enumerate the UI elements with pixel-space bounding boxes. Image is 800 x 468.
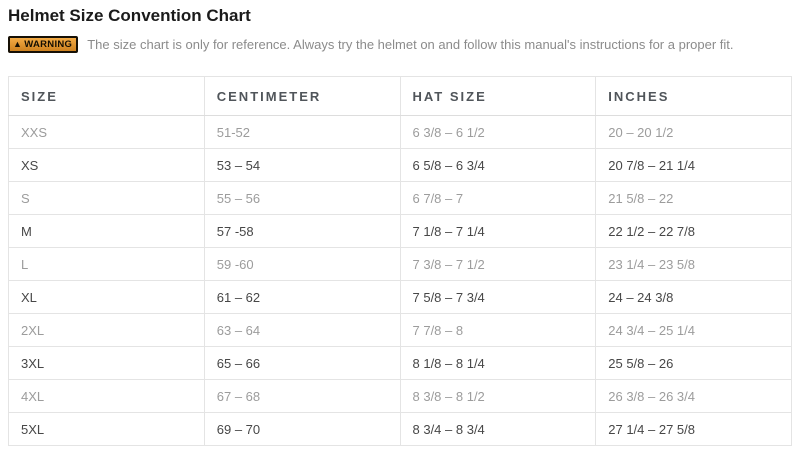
cell-inches: 24 3/4 – 25 1/4 [595, 313, 792, 347]
cell-inches: 20 – 20 1/2 [595, 115, 792, 149]
cell-inches: 27 1/4 – 27 5/8 [595, 412, 792, 446]
warning-triangle-icon: ▲ [13, 39, 23, 49]
size-table-body: XXS 51-52 6 3/8 – 6 1/2 20 – 20 1/2 XS 5… [8, 115, 792, 446]
table-row: 3XL 65 – 66 8 1/8 – 8 1/4 25 5/8 – 26 [8, 346, 792, 380]
table-row: 2XL 63 – 64 7 7/8 – 8 24 3/4 – 25 1/4 [8, 313, 792, 347]
cell-size: M [8, 214, 205, 248]
cell-hat-size: 8 1/8 – 8 1/4 [399, 346, 597, 380]
col-header-hat-size: HAT SIZE [399, 76, 597, 116]
warning-badge: ▲ WARNING [8, 36, 79, 53]
col-header-size: SIZE [8, 76, 205, 116]
cell-centimeter: 57 -58 [203, 214, 401, 248]
cell-centimeter: 65 – 66 [203, 346, 401, 380]
cell-inches: 26 3/8 – 26 3/4 [595, 379, 792, 413]
cell-inches: 23 1/4 – 23 5/8 [595, 247, 792, 281]
cell-hat-size: 7 1/8 – 7 1/4 [399, 214, 597, 248]
cell-hat-size: 6 3/8 – 6 1/2 [399, 115, 597, 149]
cell-hat-size: 8 3/4 – 8 3/4 [399, 412, 597, 446]
col-header-inches: INCHES [595, 76, 792, 116]
cell-inches: 25 5/8 – 26 [595, 346, 792, 380]
cell-hat-size: 8 3/8 – 8 1/2 [399, 379, 597, 413]
cell-centimeter: 51-52 [203, 115, 401, 149]
cell-size: L [8, 247, 205, 281]
page-title: Helmet Size Convention Chart [8, 6, 251, 25]
warning-badge-label: WARNING [24, 39, 73, 50]
cell-size: 5XL [8, 412, 205, 446]
cell-hat-size: 7 7/8 – 8 [399, 313, 597, 347]
size-chart-page: Helmet Size Convention Chart ▲ WARNING T… [8, 6, 792, 446]
cell-centimeter: 63 – 64 [203, 313, 401, 347]
cell-size: 2XL [8, 313, 205, 347]
table-row: 4XL 67 – 68 8 3/8 – 8 1/2 26 3/8 – 26 3/… [8, 379, 792, 413]
size-table-head: SIZE CENTIMETER HAT SIZE INCHES [8, 76, 792, 116]
cell-hat-size: 7 3/8 – 7 1/2 [399, 247, 597, 281]
table-header-row: SIZE CENTIMETER HAT SIZE INCHES [8, 76, 792, 116]
cell-inches: 22 1/2 – 22 7/8 [595, 214, 792, 248]
warning-row: ▲ WARNING The size chart is only for ref… [8, 36, 792, 53]
cell-inches: 20 7/8 – 21 1/4 [595, 148, 792, 182]
cell-centimeter: 61 – 62 [203, 280, 401, 314]
size-table: SIZE CENTIMETER HAT SIZE INCHES XXS 51-5… [8, 76, 792, 446]
cell-inches: 21 5/8 – 22 [595, 181, 792, 215]
table-row: XS 53 – 54 6 5/8 – 6 3/4 20 7/8 – 21 1/4 [8, 148, 792, 182]
cell-size: S [8, 181, 205, 215]
table-row: XL 61 – 62 7 5/8 – 7 3/4 24 – 24 3/8 [8, 280, 792, 314]
cell-centimeter: 53 – 54 [203, 148, 401, 182]
cell-size: 3XL [8, 346, 205, 380]
cell-hat-size: 7 5/8 – 7 3/4 [399, 280, 597, 314]
table-row: M 57 -58 7 1/8 – 7 1/4 22 1/2 – 22 7/8 [8, 214, 792, 248]
table-row: S 55 – 56 6 7/8 – 7 21 5/8 – 22 [8, 181, 792, 215]
cell-hat-size: 6 5/8 – 6 3/4 [399, 148, 597, 182]
warning-text: The size chart is only for reference. Al… [87, 37, 734, 52]
cell-centimeter: 69 – 70 [203, 412, 401, 446]
cell-centimeter: 59 -60 [203, 247, 401, 281]
table-row: L 59 -60 7 3/8 – 7 1/2 23 1/4 – 23 5/8 [8, 247, 792, 281]
cell-centimeter: 67 – 68 [203, 379, 401, 413]
cell-inches: 24 – 24 3/8 [595, 280, 792, 314]
cell-size: 4XL [8, 379, 205, 413]
cell-size: XS [8, 148, 205, 182]
table-row: 5XL 69 – 70 8 3/4 – 8 3/4 27 1/4 – 27 5/… [8, 412, 792, 446]
cell-hat-size: 6 7/8 – 7 [399, 181, 597, 215]
cell-size: XXS [8, 115, 205, 149]
cell-size: XL [8, 280, 205, 314]
col-header-centimeter: CENTIMETER [203, 76, 401, 116]
table-row: XXS 51-52 6 3/8 – 6 1/2 20 – 20 1/2 [8, 115, 792, 149]
cell-centimeter: 55 – 56 [203, 181, 401, 215]
